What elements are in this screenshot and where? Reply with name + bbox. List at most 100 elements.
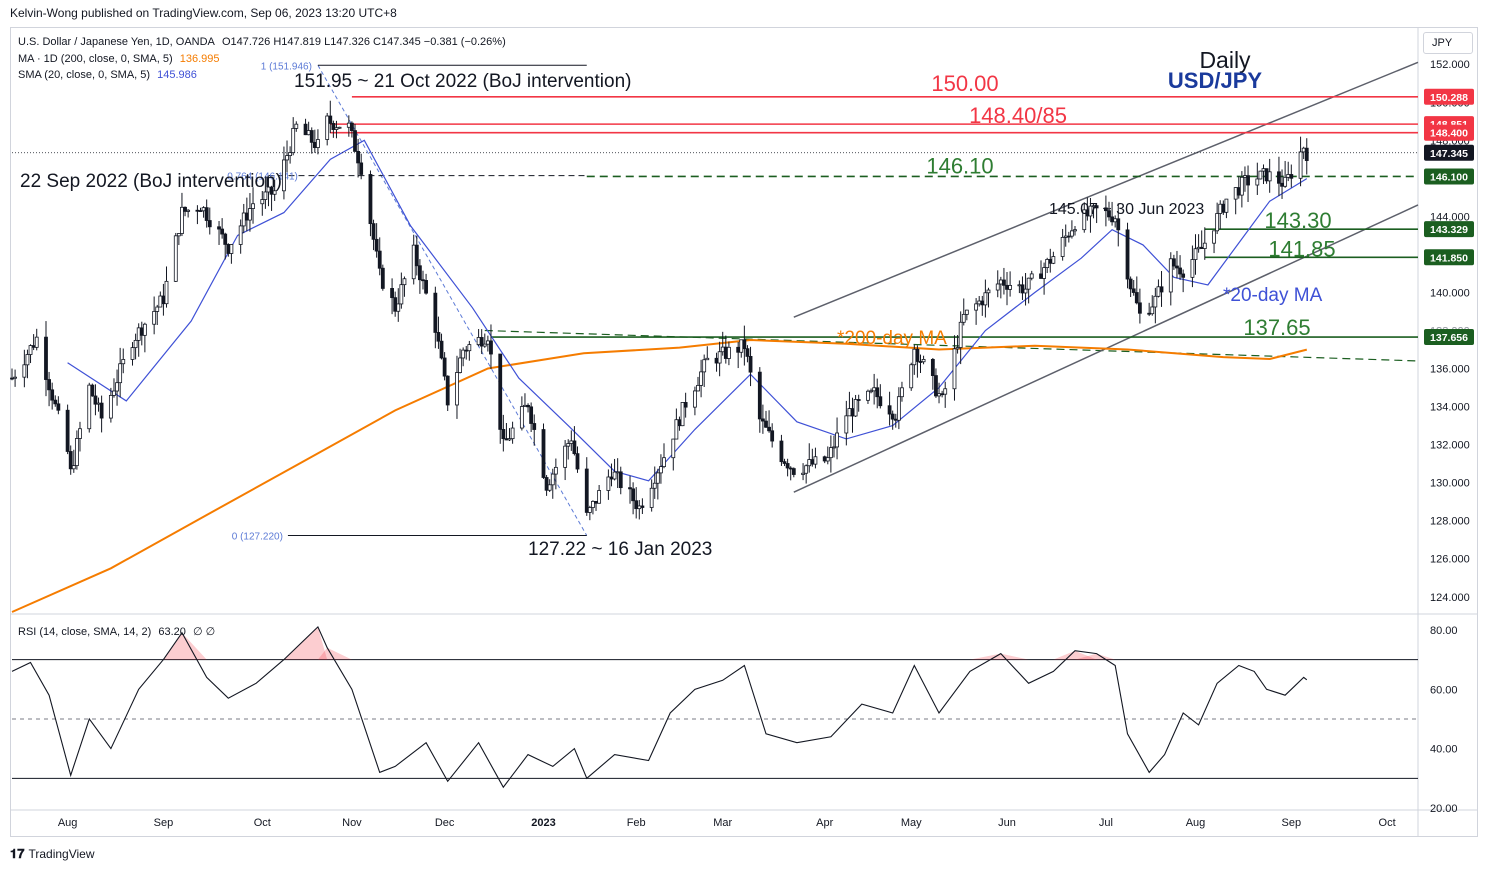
candle-body [1042, 267, 1046, 279]
candle-body [804, 465, 809, 474]
candle-body [1218, 203, 1223, 214]
candle-body [937, 393, 941, 397]
rsi-tick-label: 60.00 [1430, 684, 1458, 696]
tradingview-name: TradingView [28, 847, 95, 861]
annotation-jan-low: 127.22 ~ 16 Jan 2023 [528, 539, 712, 560]
candle-body [158, 295, 163, 308]
candle-body [244, 212, 249, 221]
candle-body [464, 349, 469, 352]
candle-body [78, 428, 82, 439]
legend-symbol: U.S. Dollar / Japanese Yen, 1D, OANDA [18, 36, 215, 48]
candle-body [801, 472, 805, 475]
candle-body [671, 438, 676, 459]
currency-selector[interactable]: JPY [1423, 32, 1473, 54]
candle-body [1150, 306, 1155, 315]
candle-body [961, 313, 966, 323]
candle-body [229, 244, 234, 254]
candle-body [346, 122, 351, 128]
tradingview-logo: 𝟏𝟕 TradingView [10, 846, 95, 862]
candle-body [940, 393, 945, 396]
price-level-tag-bg [1424, 249, 1474, 266]
candle-body [680, 402, 685, 427]
candle-body [1066, 235, 1071, 238]
price-tick-label: 134.000 [1430, 402, 1470, 414]
level-label-150: 150.00 [931, 71, 998, 96]
candle-body [893, 418, 898, 421]
candle-body [1039, 273, 1043, 279]
candle-body [1156, 286, 1161, 297]
candle-body [99, 402, 104, 419]
candle-body [207, 220, 212, 228]
legend-rsi-extra: ∅ ∅ [192, 626, 216, 638]
candle-body [380, 267, 385, 289]
candle-body [442, 357, 447, 377]
candle-body [328, 115, 333, 124]
candle-body [1008, 285, 1013, 290]
candle-body [1190, 259, 1195, 278]
time-tick-label: Sep [154, 817, 174, 829]
legend-rsi-label: RSI (14, close, SMA, 14, 2) [18, 626, 152, 638]
candle-body [28, 345, 33, 355]
candle-body [1113, 218, 1118, 223]
fib-label-0: 0 (127.220) [232, 532, 283, 543]
candle-body [921, 359, 926, 363]
candle-body [176, 233, 181, 237]
price-level-tag: 148.400 [1430, 128, 1468, 140]
candle-body [553, 466, 558, 475]
candle-body [173, 235, 178, 282]
price-tick-label: 124.000 [1430, 592, 1470, 604]
candle-body [396, 303, 401, 312]
candle-body [1131, 288, 1136, 293]
rsi-line [11, 625, 1308, 789]
candle-body [1181, 273, 1186, 278]
candle-body [1267, 171, 1272, 182]
candle-body [390, 288, 394, 299]
candle-body [65, 409, 70, 452]
candle-body [1301, 147, 1306, 153]
candle-body [504, 438, 509, 441]
fib-label-1: 1 (151.946) [261, 61, 312, 72]
candle-body [760, 418, 765, 422]
candle-body [915, 348, 920, 362]
candle-body [566, 443, 571, 447]
candle-body [303, 123, 308, 136]
candle-body [90, 384, 95, 397]
candle-body [368, 174, 373, 225]
candle-body [411, 244, 416, 280]
candle-body [393, 297, 398, 312]
candle-body [108, 394, 113, 419]
candle-body [1159, 286, 1164, 293]
candle-body [1128, 278, 1133, 290]
candle-body [68, 451, 73, 470]
legend-sma20-label: SMA (20, close, 0, SMA, 5) [18, 69, 151, 81]
candle-body [461, 349, 466, 359]
price-level-tag: 141.850 [1430, 252, 1468, 264]
candle-body [1283, 176, 1288, 187]
candle-body [1134, 292, 1139, 304]
candle-body [547, 484, 552, 491]
candle-body [31, 345, 36, 348]
candle-body [1029, 273, 1034, 279]
candle-body [198, 210, 203, 212]
candle-body [869, 390, 873, 393]
candle-body [1060, 236, 1065, 257]
candle-body [96, 402, 101, 405]
candle-body [136, 327, 141, 341]
price-tick-label: 130.000 [1430, 478, 1470, 490]
candle-body [1023, 288, 1028, 294]
candle-body [909, 364, 914, 389]
candle-body [526, 404, 530, 408]
candle-body [312, 141, 317, 148]
candle-body [767, 426, 771, 432]
candle-body [955, 347, 960, 350]
candle-body [727, 346, 731, 359]
time-tick-label: Feb [627, 817, 646, 829]
candle-body [875, 387, 880, 398]
candle-body [118, 363, 123, 384]
candle-body [1224, 198, 1229, 213]
candle-body [1304, 147, 1309, 161]
candle-body [813, 456, 818, 465]
candle-body [479, 337, 484, 347]
candle-body [696, 384, 700, 392]
candle-body [180, 206, 184, 234]
